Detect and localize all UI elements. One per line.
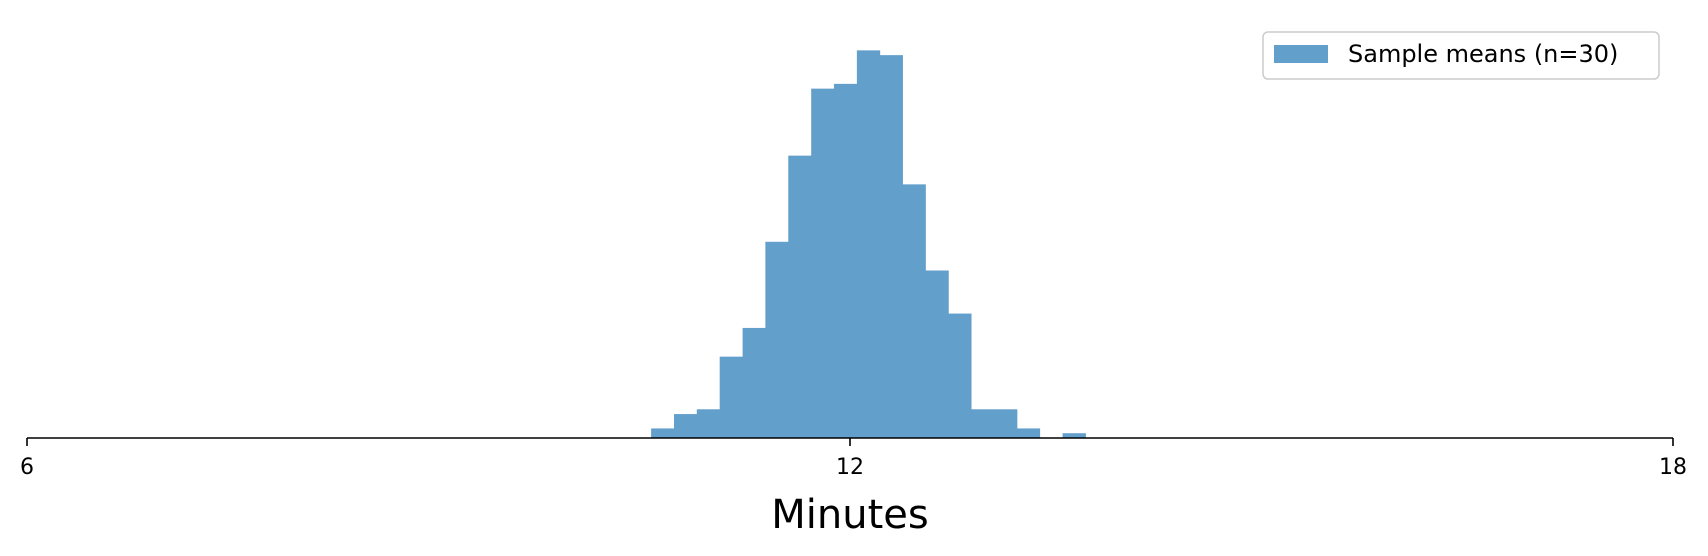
histogram-bar-5: [765, 241, 789, 438]
x-axis-label: Minutes: [771, 492, 928, 538]
histogram-bar-10: [879, 55, 903, 438]
histogram-bar-15: [994, 409, 1018, 438]
histogram-bar-0: [651, 428, 675, 438]
histogram-bar-11: [902, 184, 926, 438]
legend-swatch: [1274, 45, 1328, 63]
histogram-bar-16: [1016, 428, 1041, 438]
histogram-bar-1: [674, 414, 698, 438]
x-tick-label: 18: [1659, 455, 1687, 480]
histogram-bar-12: [925, 270, 949, 438]
histogram-bar-8: [833, 83, 858, 439]
histogram-bar-13: [948, 313, 972, 438]
histogram-bar-3: [719, 356, 743, 438]
x-tick-label: 12: [836, 455, 864, 480]
histogram-bar-6: [788, 155, 812, 438]
histogram-bar-14: [971, 409, 995, 438]
legend: Sample means (n=30): [1262, 31, 1660, 80]
legend-label: Sample means (n=30): [1348, 40, 1618, 68]
x-tick-label: 6: [20, 455, 34, 480]
histogram-bar-18: [1062, 433, 1086, 438]
histogram-bar-9: [856, 50, 881, 439]
histogram-bars: [651, 50, 1086, 439]
histogram-bar-7: [811, 88, 835, 438]
histogram-bar-4: [742, 327, 766, 438]
x-axis-ticks: 6 12 18: [20, 438, 1687, 480]
histogram-bar-2: [696, 409, 721, 438]
legend-frame: [1262, 31, 1660, 80]
